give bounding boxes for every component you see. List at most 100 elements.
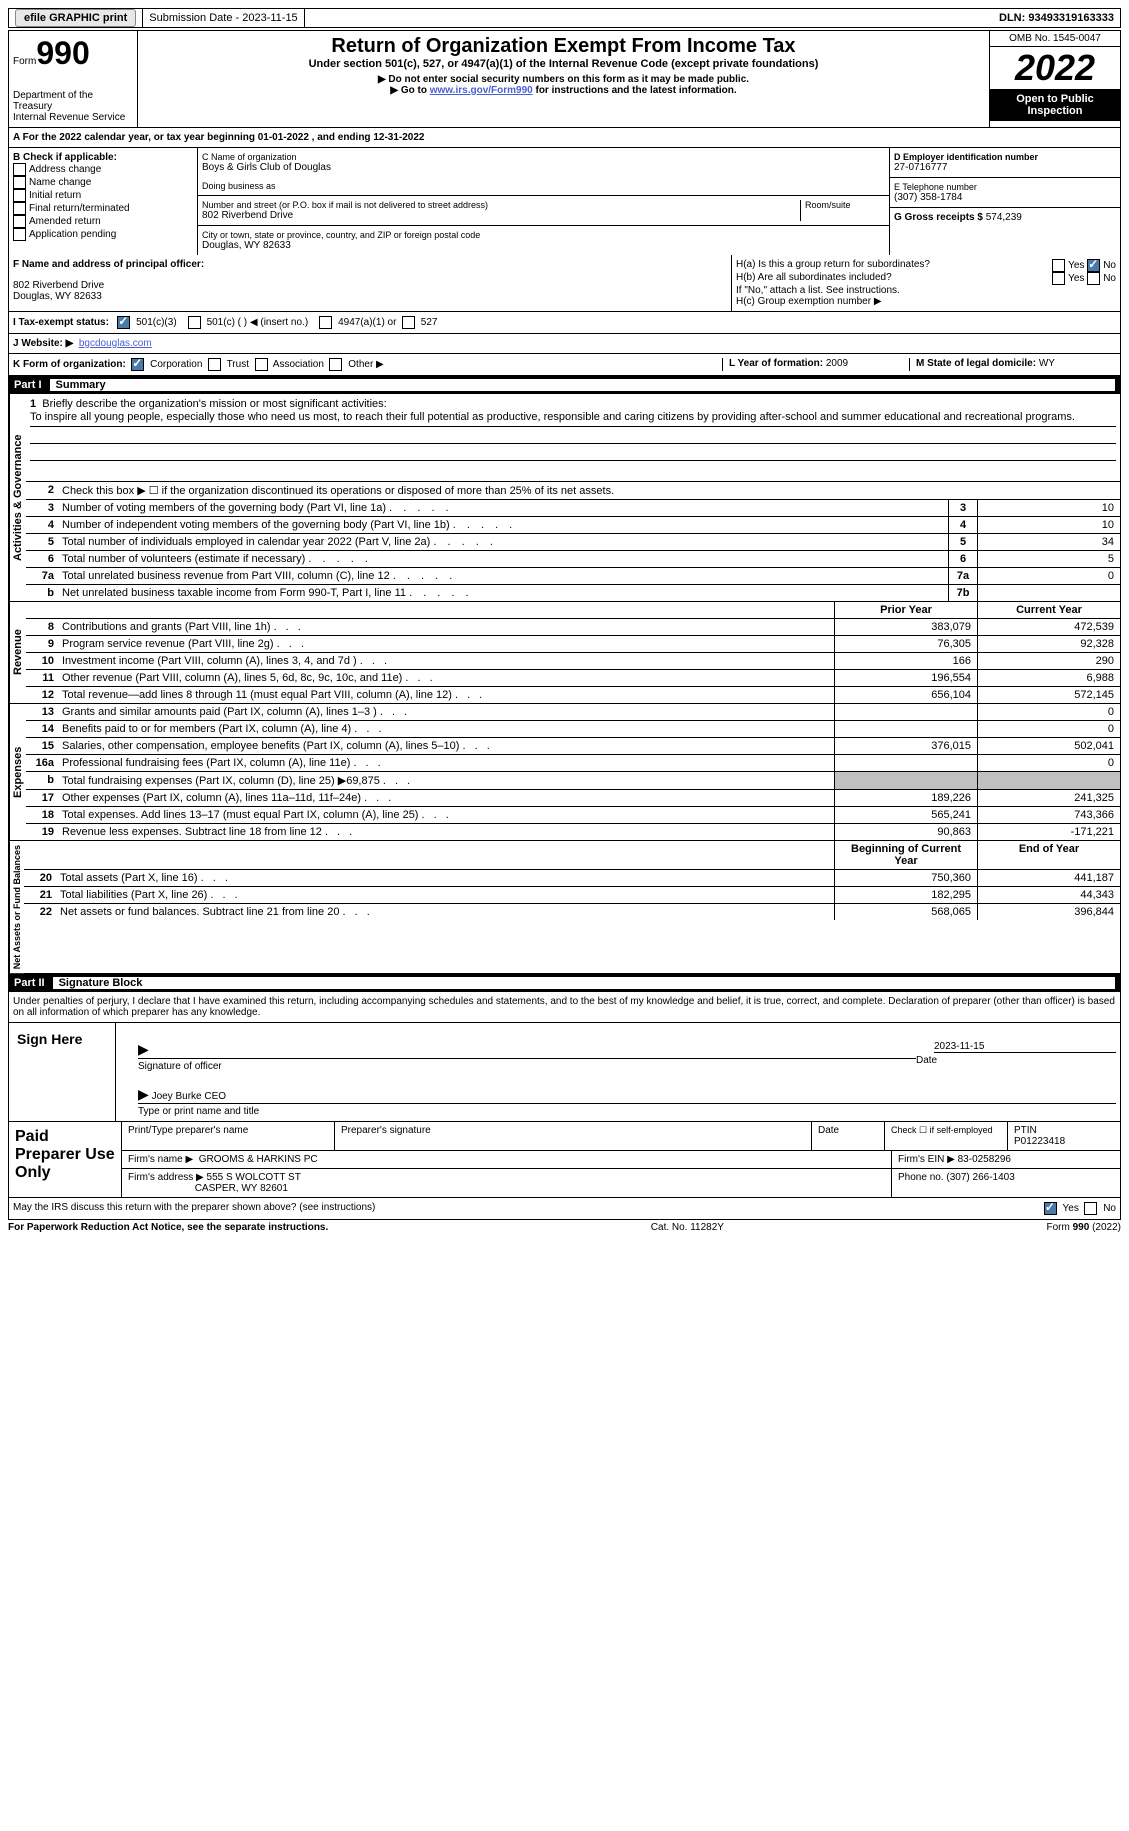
form-header: Form990 Department of the Treasury Inter… [8, 30, 1121, 128]
table-row: 11Other revenue (Part VIII, column (A), … [26, 670, 1120, 687]
table-row: 15Salaries, other compensation, employee… [26, 738, 1120, 755]
telephone: (307) 358-1784 [894, 192, 1116, 203]
check-ha-no[interactable] [1087, 259, 1100, 272]
mission-text: To inspire all young people, especially … [30, 410, 1116, 427]
firm-phone: (307) 266-1403 [946, 1172, 1014, 1183]
ein: 27-0716777 [894, 162, 1116, 173]
paid-preparer-block: Paid Preparer Use Only Print/Type prepar… [8, 1122, 1121, 1198]
check-app-pending[interactable] [13, 228, 26, 241]
check-hb-yes[interactable] [1052, 272, 1065, 285]
box-h: H(a) Is this a group return for subordin… [732, 255, 1120, 311]
table-row: 22Net assets or fund balances. Subtract … [24, 904, 1120, 920]
org-street: 802 Riverbend Drive [202, 210, 800, 221]
table-row: 6Total number of volunteers (estimate if… [26, 551, 1120, 568]
side-label-net: Net Assets or Fund Balances [9, 841, 24, 973]
website-link[interactable]: bgcdouglas.com [79, 338, 152, 349]
page-footer: For Paperwork Reduction Act Notice, see … [8, 1220, 1121, 1235]
check-4947[interactable] [319, 316, 332, 329]
table-row: 17Other expenses (Part IX, column (A), l… [26, 790, 1120, 807]
open-inspection: Open to Public Inspection [990, 89, 1120, 121]
table-row: 20Total assets (Part X, line 16) . . .75… [24, 870, 1120, 887]
gross-receipts: 574,239 [986, 212, 1022, 223]
firm-ein: 83-0258296 [958, 1154, 1011, 1165]
check-discuss-no[interactable] [1084, 1202, 1097, 1215]
check-501c[interactable] [188, 316, 201, 329]
sign-here-label: Sign Here [9, 1023, 116, 1121]
irs-label: Internal Revenue Service [13, 112, 133, 123]
tax-year: 2022 [990, 47, 1120, 89]
table-row: 21Total liabilities (Part X, line 26) . … [24, 887, 1120, 904]
summary-governance: Activities & Governance 1 Briefly descri… [8, 394, 1121, 602]
officer-name: Joey Burke CEO [152, 1091, 226, 1102]
form-title: Return of Organization Exempt From Incom… [142, 35, 985, 58]
ssn-note: ▶ Do not enter social security numbers o… [142, 74, 985, 85]
paid-preparer-label: Paid Preparer Use Only [9, 1122, 122, 1197]
summary-netassets: Net Assets or Fund Balances Beginning of… [8, 841, 1121, 974]
org-city: Douglas, WY 82633 [202, 240, 885, 251]
check-corp[interactable] [131, 358, 144, 371]
form-label: Form [13, 56, 36, 67]
omb-number: OMB No. 1545-0047 [990, 31, 1120, 47]
table-row: 19Revenue less expenses. Subtract line 1… [26, 824, 1120, 840]
part2-header: Part IISignature Block [8, 974, 1121, 992]
box-klm: K Form of organization: Corporation Trus… [8, 354, 1121, 376]
form-subtitle: Under section 501(c), 527, or 4947(a)(1)… [142, 58, 985, 70]
check-final-return[interactable] [13, 202, 26, 215]
perjury-statement: Under penalties of perjury, I declare th… [8, 992, 1121, 1023]
col-end-year: End of Year [977, 841, 1120, 869]
sign-here-block: Sign Here ▶ Signature of officer 2023-11… [8, 1023, 1121, 1122]
state-domicile: WY [1039, 358, 1055, 369]
box-j: J Website: ▶ bgcdouglas.com [8, 334, 1121, 354]
check-trust[interactable] [208, 358, 221, 371]
section-fh: F Name and address of principal officer:… [8, 255, 1121, 312]
table-row: 18Total expenses. Add lines 13–17 (must … [26, 807, 1120, 824]
check-ha-yes[interactable] [1052, 259, 1065, 272]
summary-expenses: Expenses 13Grants and similar amounts pa… [8, 704, 1121, 841]
officer-addr1: 802 Riverbend Drive [13, 280, 727, 291]
discuss-row: May the IRS discuss this return with the… [8, 1198, 1121, 1220]
table-row: 8Contributions and grants (Part VIII, li… [26, 619, 1120, 636]
table-row: 16aProfessional fundraising fees (Part I… [26, 755, 1120, 772]
box-de-g: D Employer identification number 27-0716… [890, 148, 1120, 255]
firm-addr1: 555 S WOLCOTT ST [207, 1172, 301, 1183]
firm-addr2: CASPER, WY 82601 [195, 1183, 288, 1194]
table-row: bTotal fundraising expenses (Part IX, co… [26, 772, 1120, 790]
check-501c3[interactable] [117, 316, 130, 329]
irs-link[interactable]: www.irs.gov/Form990 [430, 85, 533, 96]
check-hb-no[interactable] [1087, 272, 1100, 285]
check-initial-return[interactable] [13, 189, 26, 202]
table-row: bNet unrelated business taxable income f… [26, 585, 1120, 601]
check-assoc[interactable] [255, 358, 268, 371]
check-discuss-yes[interactable] [1044, 1202, 1057, 1215]
submission-date: Submission Date - 2023-11-15 [142, 9, 304, 27]
check-name-change[interactable] [13, 176, 26, 189]
line-a-tax-year: A For the 2022 calendar year, or tax yea… [8, 128, 1121, 148]
col-begin-year: Beginning of Current Year [834, 841, 977, 869]
box-b: B Check if applicable: Address change Na… [9, 148, 198, 255]
form-number: 990 [36, 35, 89, 71]
table-row: 5Total number of individuals employed in… [26, 534, 1120, 551]
year-formation: 2009 [826, 358, 848, 369]
col-current-year: Current Year [977, 602, 1120, 618]
line-2: Check this box ▶ ☐ if the organization d… [58, 482, 1120, 499]
side-label-rev: Revenue [9, 602, 26, 703]
ptin: P01223418 [1014, 1136, 1065, 1147]
goto-note: ▶ Go to www.irs.gov/Form990 for instruct… [142, 85, 985, 96]
table-row: 3Number of voting members of the governi… [26, 500, 1120, 517]
check-amended[interactable] [13, 215, 26, 228]
firm-name: GROOMS & HARKINS PC [199, 1154, 318, 1165]
side-label-exp: Expenses [9, 704, 26, 840]
officer-addr2: Douglas, WY 82633 [13, 291, 727, 302]
efile-button[interactable]: efile GRAPHIC print [15, 9, 136, 27]
table-row: 9Program service revenue (Part VIII, lin… [26, 636, 1120, 653]
table-row: 7aTotal unrelated business revenue from … [26, 568, 1120, 585]
check-other[interactable] [329, 358, 342, 371]
dln: DLN: 93493319163333 [993, 9, 1120, 27]
box-f: F Name and address of principal officer:… [9, 255, 732, 311]
box-i: I Tax-exempt status: 501(c)(3) 501(c) ( … [8, 312, 1121, 334]
check-address-change[interactable] [13, 163, 26, 176]
check-527[interactable] [402, 316, 415, 329]
table-row: 13Grants and similar amounts paid (Part … [26, 704, 1120, 721]
table-row: 12Total revenue—add lines 8 through 11 (… [26, 687, 1120, 703]
section-bcdeg: B Check if applicable: Address change Na… [8, 148, 1121, 255]
